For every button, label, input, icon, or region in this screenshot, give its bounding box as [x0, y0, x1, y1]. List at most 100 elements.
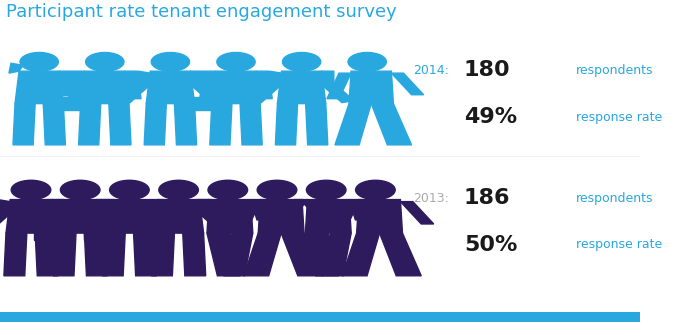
Text: response rate: response rate [576, 239, 663, 251]
Text: 2013:: 2013: [412, 192, 449, 205]
Polygon shape [81, 71, 129, 104]
Polygon shape [176, 200, 209, 228]
Polygon shape [150, 200, 167, 228]
Polygon shape [42, 200, 59, 228]
Text: 180: 180 [464, 60, 511, 80]
Polygon shape [200, 200, 233, 232]
Circle shape [356, 180, 395, 200]
Polygon shape [13, 104, 35, 145]
Polygon shape [379, 233, 421, 276]
Polygon shape [392, 73, 424, 95]
Text: 49%: 49% [464, 107, 517, 127]
Polygon shape [152, 233, 175, 276]
Polygon shape [210, 104, 232, 145]
Polygon shape [322, 233, 351, 276]
Polygon shape [183, 233, 206, 276]
Polygon shape [305, 104, 328, 145]
Polygon shape [207, 233, 241, 276]
Polygon shape [175, 104, 197, 145]
Circle shape [257, 180, 297, 200]
Polygon shape [256, 71, 272, 99]
Circle shape [61, 180, 100, 200]
Polygon shape [400, 202, 434, 224]
Polygon shape [235, 202, 260, 228]
Polygon shape [118, 71, 150, 103]
Polygon shape [15, 71, 63, 104]
Polygon shape [69, 71, 85, 99]
Polygon shape [200, 71, 216, 99]
Polygon shape [327, 73, 351, 99]
Polygon shape [305, 200, 351, 233]
Polygon shape [281, 233, 323, 276]
Polygon shape [244, 233, 281, 276]
Polygon shape [6, 200, 56, 233]
Polygon shape [357, 200, 402, 233]
Polygon shape [207, 200, 253, 233]
Circle shape [11, 180, 51, 200]
Polygon shape [144, 104, 166, 145]
Text: respondents: respondents [576, 192, 654, 205]
Polygon shape [240, 104, 262, 145]
Polygon shape [61, 97, 85, 110]
Text: response rate: response rate [576, 110, 663, 124]
Polygon shape [342, 233, 379, 276]
Polygon shape [212, 71, 260, 104]
Polygon shape [302, 202, 336, 224]
Polygon shape [133, 233, 156, 276]
Text: Participant rate tenant engagement survey: Participant rate tenant engagement surve… [6, 3, 397, 21]
Polygon shape [334, 202, 359, 228]
Polygon shape [59, 71, 75, 96]
Circle shape [348, 52, 386, 71]
Polygon shape [79, 104, 101, 145]
Polygon shape [371, 104, 412, 145]
Circle shape [208, 180, 247, 200]
Polygon shape [276, 104, 297, 145]
Circle shape [307, 180, 346, 200]
Polygon shape [84, 226, 109, 240]
Polygon shape [92, 200, 109, 228]
Polygon shape [34, 226, 59, 240]
Polygon shape [335, 104, 371, 145]
Polygon shape [249, 71, 282, 103]
Circle shape [159, 180, 198, 200]
Polygon shape [191, 71, 223, 103]
Polygon shape [154, 200, 204, 233]
Polygon shape [191, 97, 216, 110]
Text: 186: 186 [464, 188, 510, 208]
Polygon shape [101, 200, 118, 228]
Polygon shape [125, 71, 141, 99]
Polygon shape [224, 233, 253, 276]
Polygon shape [349, 71, 394, 104]
Polygon shape [274, 200, 307, 228]
Text: 50%: 50% [464, 235, 518, 255]
Polygon shape [55, 200, 105, 233]
Polygon shape [53, 233, 76, 276]
Text: 2014:: 2014: [412, 64, 449, 77]
Polygon shape [43, 104, 65, 145]
Circle shape [110, 180, 149, 200]
Polygon shape [349, 200, 368, 220]
Bar [0, 312, 640, 322]
Polygon shape [9, 63, 23, 73]
Text: respondents: respondents [576, 64, 654, 77]
Polygon shape [52, 200, 85, 232]
Polygon shape [321, 71, 354, 103]
Polygon shape [104, 200, 154, 233]
Polygon shape [125, 200, 158, 232]
Polygon shape [109, 104, 131, 145]
Polygon shape [84, 233, 107, 276]
Circle shape [282, 52, 321, 71]
Polygon shape [251, 200, 270, 220]
Polygon shape [146, 71, 195, 104]
Circle shape [86, 52, 124, 71]
Circle shape [20, 52, 59, 71]
Polygon shape [0, 200, 10, 232]
Polygon shape [4, 233, 27, 276]
Circle shape [151, 52, 189, 71]
Circle shape [217, 52, 255, 71]
Polygon shape [278, 71, 326, 104]
Polygon shape [102, 233, 125, 276]
Polygon shape [305, 233, 339, 276]
Polygon shape [258, 200, 304, 233]
Polygon shape [35, 233, 58, 276]
